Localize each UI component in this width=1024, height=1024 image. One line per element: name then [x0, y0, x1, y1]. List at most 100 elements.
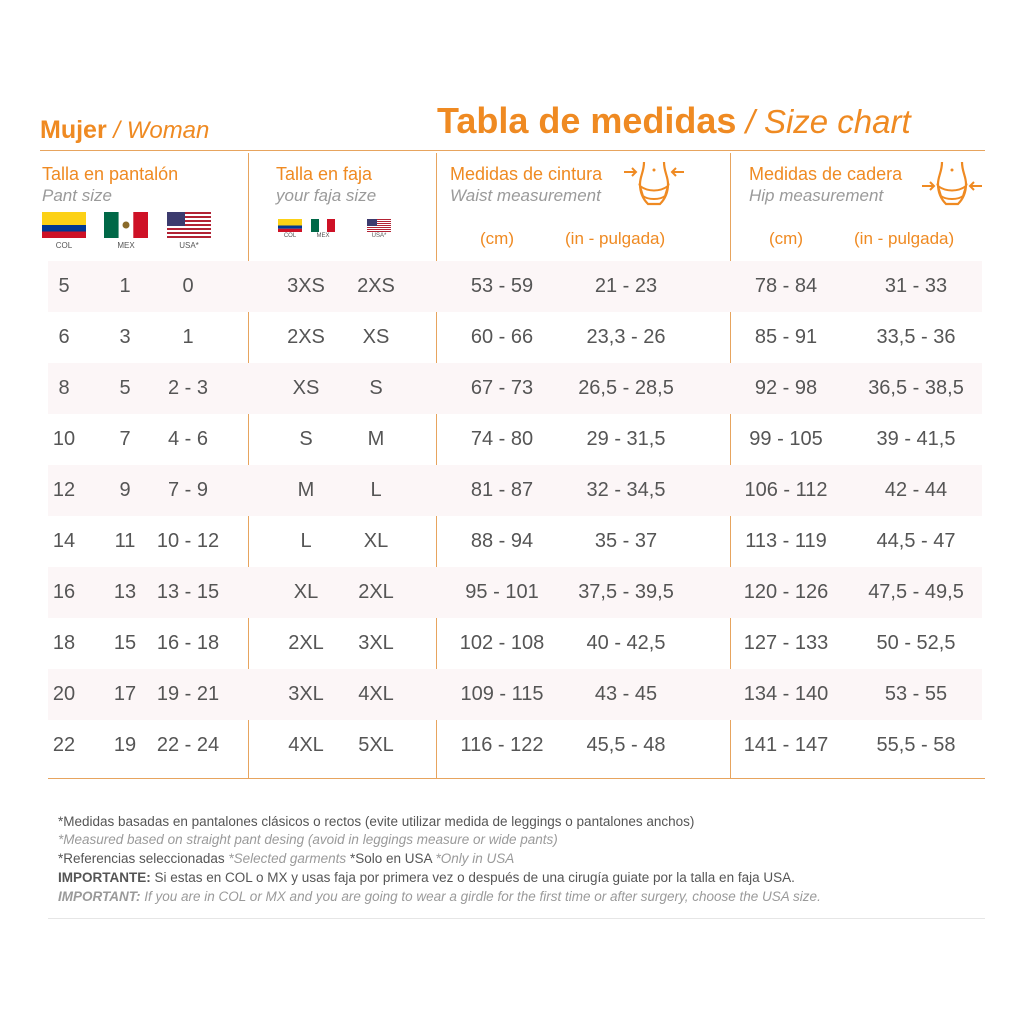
table-cell: 13 — [113, 581, 137, 603]
left-title-sub: / Woman — [106, 117, 210, 144]
table-cell: 53 - 55 — [884, 683, 948, 705]
table-cell: 9 — [119, 479, 131, 501]
table-cell: 7 - 9 — [167, 479, 209, 501]
footnote-5: IMPORTANT: If you are in COL or MX and y… — [58, 889, 821, 904]
table-cell: 16 — [52, 581, 76, 603]
table-cell: 5 — [58, 275, 70, 297]
row-band — [48, 567, 982, 618]
table-cell: 45,5 - 48 — [586, 734, 666, 756]
table-cell: 33,5 - 36 — [876, 326, 956, 348]
table-cell: 29 - 31,5 — [586, 428, 666, 450]
table-cell: 19 — [113, 734, 137, 756]
table-cell: 95 - 101 — [465, 581, 539, 603]
table-cell: 35 - 37 — [594, 530, 658, 552]
table-cell: 106 - 112 — [744, 479, 828, 501]
table-cell: 2XS — [287, 326, 325, 348]
footnote-3c: *Solo en USA — [346, 851, 436, 866]
page-title: Tabla de medidas / Size chart — [437, 100, 911, 142]
flag-label-col: COL — [55, 241, 73, 250]
table-cell: 102 - 108 — [459, 632, 545, 654]
waist-header-subtitle: Waist measurement — [450, 186, 601, 205]
waist-unit-cm: (cm) — [480, 229, 514, 248]
table-cell: 32 - 34,5 — [586, 479, 666, 501]
table-cell: 4XL — [288, 734, 324, 756]
table-cell: 23,3 - 26 — [586, 326, 666, 348]
table-cell: XL — [363, 530, 389, 552]
table-cell: 26,5 - 28,5 — [578, 377, 674, 399]
table-cell: 141 - 147 — [743, 734, 829, 756]
hip-header-title: Medidas de cadera — [749, 164, 903, 184]
footnote-5-text: If you are in COL or MX and you are goin… — [140, 889, 821, 904]
footnote-4-label: IMPORTANTE: — [58, 870, 151, 885]
table-cell: 16 - 18 — [156, 632, 220, 654]
table-cell: 4 - 6 — [167, 428, 209, 450]
faja-header-title: Talla en faja — [276, 164, 373, 184]
flag-label-usa: USA* — [179, 241, 199, 250]
table-cell: 17 — [113, 683, 137, 705]
hip-header-subtitle: Hip measurement — [749, 186, 884, 205]
pant-header-title: Talla en pantalón — [42, 164, 179, 184]
footnote-3b: *Selected garments — [228, 851, 347, 866]
table-cell: 53 - 59 — [470, 275, 534, 297]
table-cell: S — [369, 377, 383, 399]
table-cell: L — [370, 479, 382, 501]
table-cell: 109 - 115 — [460, 683, 544, 705]
footer-divider — [48, 918, 985, 919]
table-cell: 37,5 - 39,5 — [578, 581, 674, 603]
left-title-main: Mujer — [40, 116, 107, 144]
table-cell: 39 - 41,5 — [876, 428, 956, 450]
flag-label-mex: MEX — [117, 241, 135, 250]
table-cell: 42 - 44 — [884, 479, 948, 501]
table-cell: L — [300, 530, 312, 552]
table-cell: 14 — [52, 530, 76, 552]
usa-flag-icon — [167, 212, 211, 238]
row-band — [48, 363, 982, 414]
table-cell: M — [297, 479, 315, 501]
table-cell: 127 - 133 — [743, 632, 829, 654]
table-cell: 3XL — [358, 632, 394, 654]
table-cell: 13 - 15 — [156, 581, 220, 603]
table-cell: 18 — [52, 632, 76, 654]
colombia-flag-icon — [278, 219, 302, 232]
hip-unit-in: (in - pulgada) — [854, 229, 955, 248]
table-cell: 22 — [52, 734, 76, 756]
table-cell: 55,5 - 58 — [876, 734, 956, 756]
flag-label-usa: USA* — [371, 233, 387, 239]
table-cell: 2XL — [358, 581, 394, 603]
table-cell: 19 - 21 — [156, 683, 220, 705]
table-cell: 81 - 87 — [470, 479, 534, 501]
footnote-5-label: IMPORTANT: — [58, 889, 141, 904]
table-cell: 11 — [114, 530, 136, 552]
footnote-2: *Measured based on straight pant desing … — [58, 832, 558, 847]
table-cell: 60 - 66 — [470, 326, 534, 348]
row-band — [48, 669, 982, 720]
page-title-main: Tabla de medidas — [437, 100, 737, 141]
table-cell: 88 - 94 — [470, 530, 534, 552]
table-cell: 40 - 42,5 — [586, 632, 666, 654]
table-bottom-divider — [48, 778, 985, 779]
footnote-3: *Referencias seleccionadas *Selected gar… — [58, 851, 514, 866]
table-cell: 92 - 98 — [754, 377, 818, 399]
table-cell: 6 — [58, 326, 70, 348]
header-divider — [40, 150, 985, 151]
table-cell: M — [367, 428, 385, 450]
table-cell: 3XL — [288, 683, 324, 705]
table-cell: 67 - 73 — [470, 377, 534, 399]
pant-header-subtitle: Pant size — [42, 186, 112, 205]
footnote-3d: *Only in USA — [435, 851, 515, 866]
row-band — [48, 465, 982, 516]
table-cell: 78 - 84 — [754, 275, 818, 297]
table-cell: 0 — [182, 275, 194, 297]
table-cell: 12 — [52, 479, 76, 501]
table-cell: 21 - 23 — [594, 275, 658, 297]
row-band — [48, 261, 982, 312]
table-cell: 10 — [52, 428, 76, 450]
table-cell: 22 - 24 — [156, 734, 220, 756]
usa-flag-icon — [367, 219, 391, 232]
table-cell: 44,5 - 47 — [876, 530, 956, 552]
table-cell: 99 - 105 — [749, 428, 823, 450]
table-cell: XL — [293, 581, 319, 603]
table-cell: 4XL — [358, 683, 394, 705]
table-cell: 36,5 - 38,5 — [868, 377, 964, 399]
mexico-flag-icon — [104, 212, 148, 238]
